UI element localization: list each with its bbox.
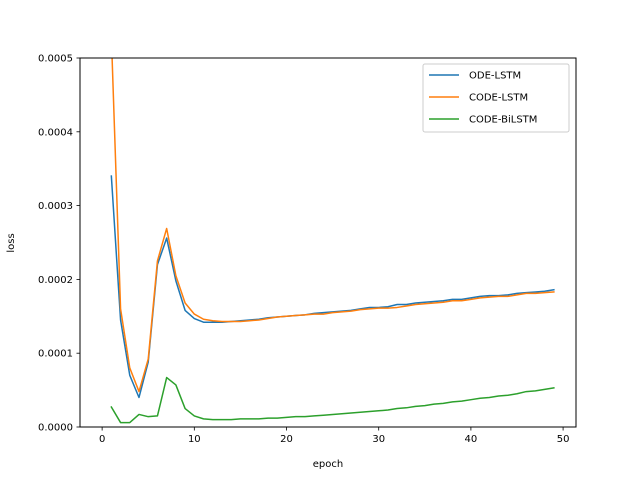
- x-tick-label: 40: [465, 434, 478, 445]
- x-tick-label: 10: [188, 434, 201, 445]
- y-tick-label: 0.0003: [38, 201, 73, 212]
- y-tick-label: 0.0001: [38, 349, 73, 360]
- legend-label-code-lstm: CODE-LSTM: [469, 93, 528, 104]
- series-line-code-bilstm: [110, 376, 555, 424]
- legend-box: [422, 63, 570, 133]
- x-axis-label: epoch: [313, 459, 343, 470]
- x-tick-label: 0: [99, 434, 105, 445]
- y-axis-ticks: 0.0000 0.0001 0.0002 0.0003 0.0004 0.0005: [38, 54, 80, 434]
- x-tick-label: 20: [280, 434, 293, 445]
- plot-frame: [79, 57, 577, 428]
- y-tick-label: 0.0004: [38, 127, 73, 138]
- y-axis-label: loss: [6, 233, 17, 252]
- x-tick-label: 30: [372, 434, 385, 445]
- y-tick-label: 0.0002: [38, 275, 73, 286]
- legend-label-code-bilstm: CODE-BiLSTM: [469, 115, 537, 126]
- series-line-ode-lstm: [110, 175, 555, 399]
- x-axis-ticks: 0 10 20 30 40 50: [99, 427, 570, 445]
- y-tick-label: 0.0000: [38, 423, 73, 434]
- series-layer: [110, 58, 555, 424]
- series-line-code-lstm: [111, 58, 555, 393]
- x-tick-label: 50: [557, 434, 570, 445]
- y-tick-label: 0.0005: [38, 54, 73, 65]
- legend-label-ode-lstm: ODE-LSTM: [469, 71, 521, 82]
- legend: ODE-LSTM CODE-LSTM CODE-BiLSTM: [422, 63, 570, 133]
